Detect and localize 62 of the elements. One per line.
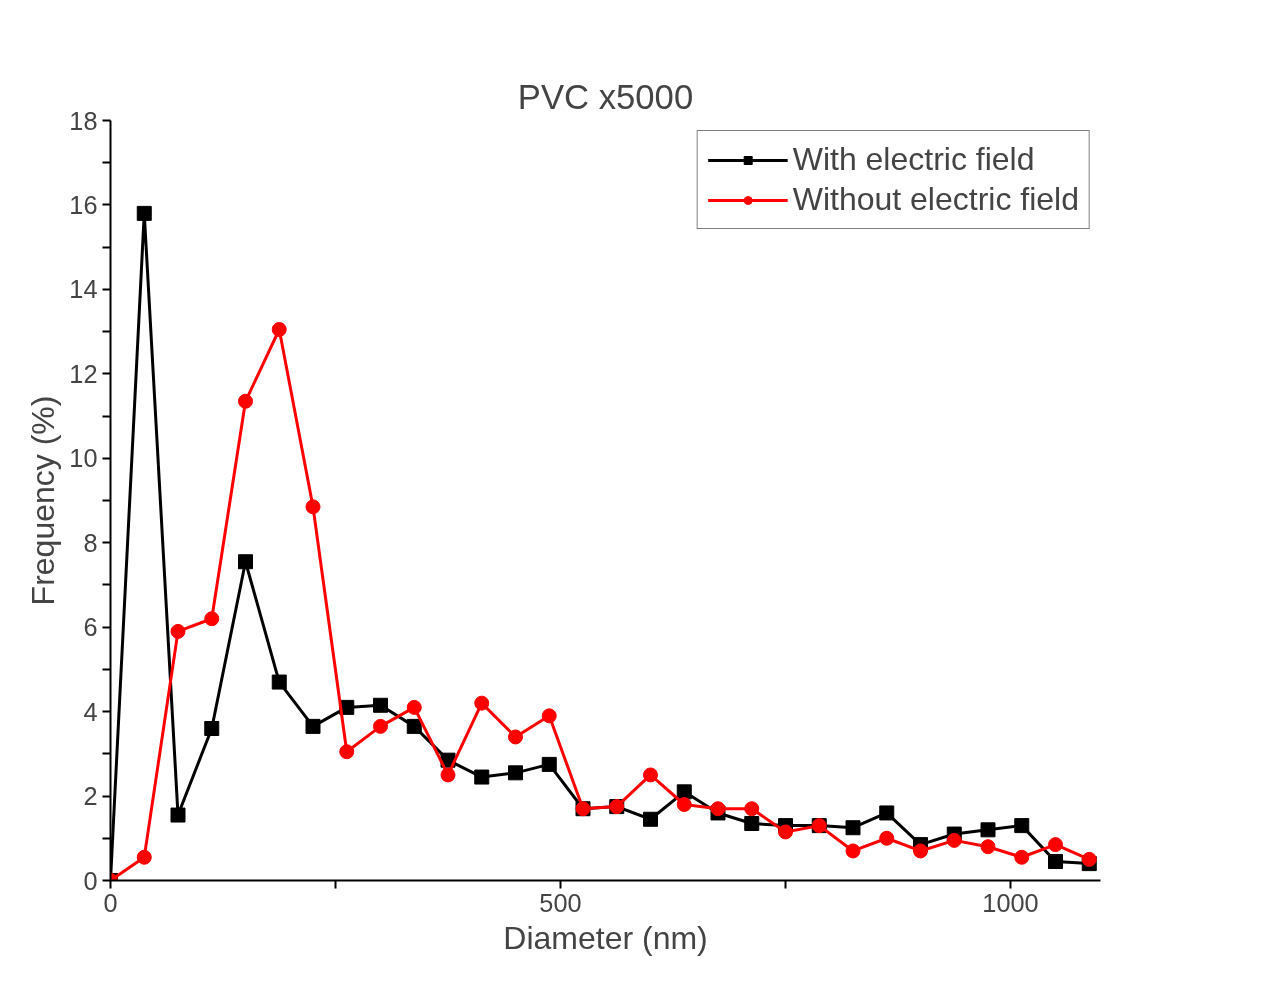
- point: [406, 699, 422, 715]
- legend-label: Without electric field: [792, 181, 1079, 218]
- point: [946, 832, 962, 848]
- point: [744, 801, 760, 817]
- point: [1081, 851, 1097, 867]
- point: [474, 695, 490, 711]
- x-tick-label: 0: [103, 888, 118, 917]
- y-tick-label: 14: [69, 275, 98, 304]
- point: [204, 721, 220, 736]
- point: [238, 554, 253, 570]
- point: [1048, 854, 1063, 869]
- y-tick-label: 18: [69, 106, 98, 135]
- point: [541, 708, 557, 724]
- point: [879, 805, 895, 821]
- point: [373, 697, 388, 713]
- point: [676, 797, 692, 812]
- y-tick-label: 6: [83, 613, 98, 642]
- point: [980, 822, 996, 838]
- point: [508, 729, 523, 745]
- y-tick-label: 8: [83, 528, 98, 557]
- point: [170, 807, 186, 823]
- point: [913, 843, 928, 859]
- point: [541, 756, 557, 772]
- point: [305, 499, 321, 515]
- point: [710, 801, 726, 817]
- point: [845, 843, 861, 859]
- y-tick-label: 0: [83, 866, 98, 895]
- x-axis-title: Diameter (nm): [503, 919, 708, 956]
- point: [474, 769, 490, 785]
- point: [440, 767, 456, 783]
- point: [643, 811, 658, 827]
- point: [643, 767, 658, 783]
- point: [406, 718, 422, 734]
- x-tick-label: 1000: [982, 888, 1039, 917]
- point: [1014, 818, 1030, 834]
- point: [136, 849, 152, 865]
- point: [238, 393, 253, 409]
- y-tick-label: 2: [83, 782, 98, 811]
- chart-title: PVC x5000: [517, 77, 694, 116]
- point: [1014, 849, 1030, 865]
- point: [879, 830, 895, 846]
- point: [744, 816, 760, 831]
- point: [204, 611, 220, 627]
- y-tick-label: 16: [69, 190, 98, 219]
- point: [1048, 837, 1063, 853]
- x-tick-label: 500: [539, 888, 582, 917]
- y-axis-title: Frequency (%): [25, 395, 62, 606]
- point: [980, 839, 996, 855]
- point: [778, 824, 793, 840]
- point: [373, 718, 388, 734]
- point: [845, 820, 861, 836]
- point: [170, 623, 186, 639]
- point: [305, 718, 321, 734]
- y-tick-label: 4: [83, 697, 98, 726]
- y-tick-label: 10: [69, 444, 98, 473]
- point: [271, 674, 287, 690]
- point: [271, 322, 287, 337]
- y-tick-label: 12: [69, 359, 98, 388]
- point: [136, 205, 152, 221]
- point: [508, 765, 523, 781]
- legend-label: With electric field: [792, 141, 1035, 178]
- point: [339, 744, 355, 760]
